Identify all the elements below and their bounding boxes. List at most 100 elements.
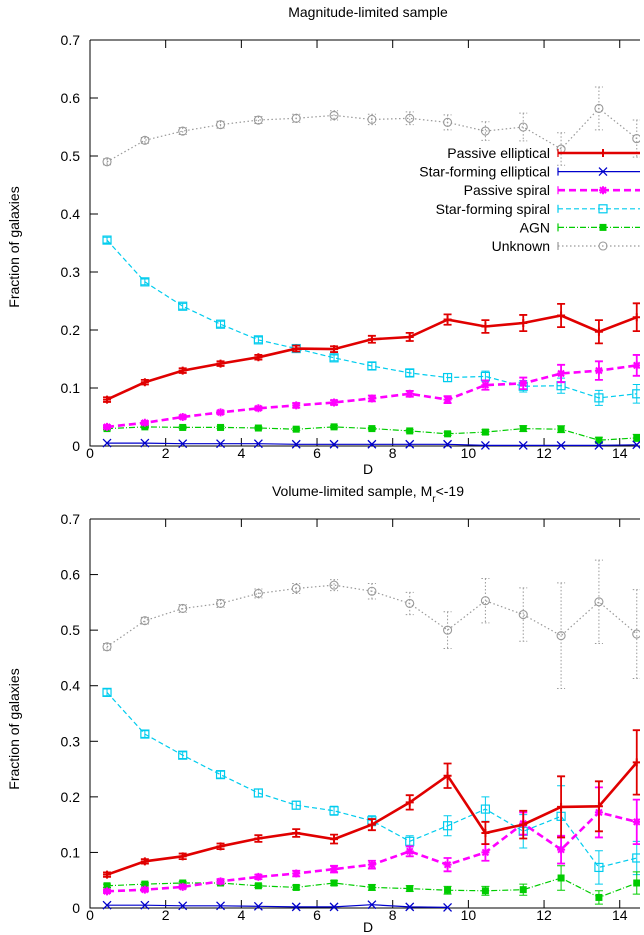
- legend-label: Passive spiral: [464, 182, 550, 198]
- error-bar: [444, 612, 452, 649]
- y-tick-label: 0.7: [61, 511, 81, 527]
- data-point: [633, 313, 641, 321]
- data-point: [633, 630, 641, 638]
- series-passive-elliptical: [103, 303, 641, 403]
- data-point: [595, 367, 603, 375]
- x-tick-label: 14: [612, 445, 628, 461]
- error-bar: [633, 385, 641, 404]
- chart-title: Volume-limited sample, Mr<-19: [272, 483, 464, 505]
- data-point: [520, 425, 527, 432]
- y-tick-label: 0.5: [61, 622, 81, 638]
- error-bar: [217, 771, 225, 778]
- series-star-forming-spiral: [103, 236, 641, 405]
- data-point: [254, 404, 262, 412]
- legend-item: Passive spiral: [464, 182, 640, 198]
- y-tick-label: 0.6: [61, 567, 81, 583]
- volume-limited-panel: Volume-limited sample, Mr<-19 00.10.20.3…: [6, 483, 641, 935]
- data-point: [444, 887, 451, 894]
- x-tick-label: 8: [389, 445, 397, 461]
- x-tick-label: 14: [612, 907, 628, 923]
- error-bar: [179, 752, 187, 759]
- x-axis-label: D: [363, 919, 373, 935]
- data-point: [557, 370, 565, 378]
- legend: Passive elliptical Star-forming elliptica…: [419, 145, 640, 254]
- data-point: [444, 396, 452, 404]
- series-unknown: [103, 560, 641, 688]
- data-point: [481, 323, 489, 331]
- data-point: [141, 886, 149, 894]
- data-point: [331, 879, 338, 886]
- legend-label: Passive elliptical: [447, 145, 550, 161]
- data-point: [293, 884, 300, 891]
- legend-marker: [599, 149, 607, 157]
- data-point: [595, 328, 603, 336]
- error-bar: [444, 816, 452, 836]
- series-group: [103, 560, 641, 911]
- chart-title: Magnitude-limited sample: [288, 4, 448, 20]
- y-axis-label: Fraction of galaxies: [6, 186, 22, 307]
- y-tick-label: 0.2: [61, 322, 81, 338]
- error-bar: [633, 841, 641, 874]
- x-tick-label: 12: [536, 907, 552, 923]
- data-point: [368, 425, 375, 432]
- data-point: [292, 829, 300, 837]
- series-passive-elliptical: [103, 730, 641, 878]
- data-point: [482, 429, 489, 436]
- data-point: [368, 394, 376, 402]
- data-point: [444, 430, 451, 437]
- series-star-forming-elliptical: [103, 439, 641, 449]
- y-tick-label: 0.6: [61, 90, 81, 106]
- series-agn: [103, 423, 641, 443]
- error-bar: [481, 797, 489, 821]
- plot-area: 0 0.1 0.2 0.3 0.4 0.5 0.6 0.7 0 2 4 6 8 10 12 14: [61, 32, 641, 461]
- error-bar: [254, 337, 262, 343]
- error-bar: [444, 115, 452, 130]
- y-tick-label: 0.4: [61, 678, 81, 694]
- y-tick-label: 0.1: [61, 844, 81, 860]
- series-line: [107, 692, 637, 867]
- data-point: [368, 861, 376, 869]
- data-point: [406, 885, 413, 892]
- x-tick-label: 12: [536, 445, 552, 461]
- data-point: [103, 887, 111, 895]
- x-tick-label: 4: [237, 907, 245, 923]
- y-tick-label: 0.2: [61, 789, 81, 805]
- data-point: [293, 426, 300, 433]
- magnitude-limited-panel: Magnitude-limited sample 0 0.1 0.2 0.3 0.4 0.…: [6, 4, 641, 477]
- data-point: [103, 423, 111, 431]
- data-point: [557, 846, 565, 854]
- error-bar: [557, 583, 565, 689]
- data-point: [217, 408, 225, 416]
- legend-item: Star-forming elliptical: [419, 164, 640, 180]
- x-tick-label: 2: [162, 907, 170, 923]
- error-bar: [217, 321, 225, 327]
- data-point: [557, 803, 565, 811]
- error-bar: [254, 789, 262, 797]
- y-tick-label: 0.7: [61, 32, 81, 48]
- data-point: [633, 434, 640, 441]
- data-point: [217, 877, 225, 885]
- data-point: [406, 333, 414, 341]
- data-point: [330, 399, 338, 407]
- data-point: [292, 401, 300, 409]
- data-point: [179, 413, 187, 421]
- plot-area: 0 0.1 0.2 0.3 0.4 0.5 0.6 0.7 0 2 4 6 8 10 12 14: [61, 511, 641, 923]
- legend-item: AGN: [520, 219, 640, 235]
- x-tick-label: 8: [389, 907, 397, 923]
- y-tick-label: 0.1: [61, 380, 81, 396]
- data-point: [558, 874, 565, 881]
- error-bar: [519, 113, 527, 141]
- data-point: [141, 419, 149, 427]
- error-bar: [103, 237, 111, 243]
- data-point: [292, 870, 300, 878]
- legend-label: Unknown: [492, 238, 550, 254]
- legend-item: Passive elliptical: [447, 145, 640, 161]
- legend-label: AGN: [520, 219, 550, 235]
- data-point: [255, 425, 262, 432]
- data-point: [482, 887, 489, 894]
- data-point: [481, 381, 489, 389]
- y-axis-label: Fraction of galaxies: [6, 668, 22, 789]
- series-line: [107, 108, 637, 161]
- data-point: [633, 361, 641, 369]
